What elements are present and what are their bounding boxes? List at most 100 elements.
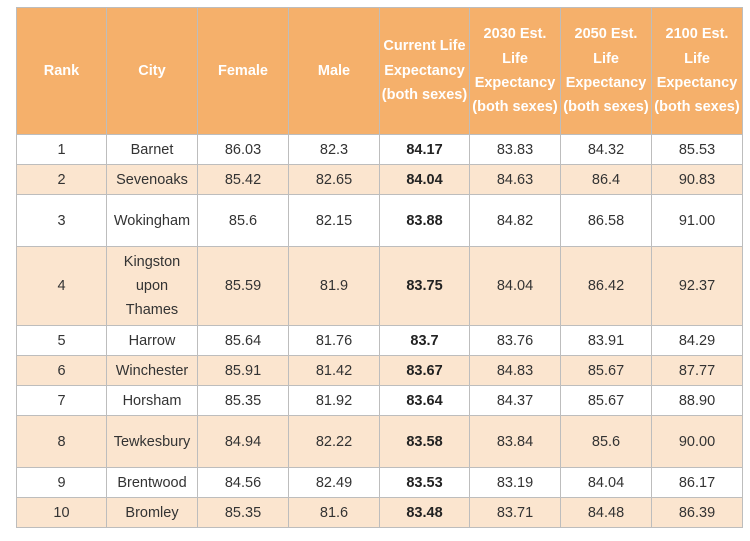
- cell-2030: 84.37: [469, 385, 561, 416]
- column-header-2100: 2100 Est. Life Expectancy (both sexes): [651, 7, 743, 135]
- cell-male: 82.65: [288, 164, 380, 195]
- cell-male: 82.49: [288, 467, 380, 498]
- cell-male: 82.3: [288, 134, 380, 165]
- cell-male: 81.76: [288, 325, 380, 356]
- cell-2030: 84.83: [469, 355, 561, 386]
- cell-2050: 84.04: [560, 467, 652, 498]
- cell-male: 81.92: [288, 385, 380, 416]
- cell-2100: 90.83: [651, 164, 743, 195]
- table-row: 5 Harrow 85.64 81.76 83.7 83.76 83.91 84…: [16, 325, 743, 356]
- cell-rank: 6: [16, 355, 107, 386]
- table-row: 6 Winchester 85.91 81.42 83.67 84.83 85.…: [16, 355, 743, 386]
- column-header-current: Current Life Expectancy (both sexes): [379, 7, 470, 135]
- column-header-female: Female: [197, 7, 289, 135]
- cell-female: 85.91: [197, 355, 289, 386]
- cell-2100: 85.53: [651, 134, 743, 165]
- cell-2030: 84.04: [469, 246, 561, 326]
- cell-current: 83.48: [379, 497, 470, 528]
- cell-2050: 86.42: [560, 246, 652, 326]
- cell-2100: 90.00: [651, 415, 743, 468]
- cell-male: 81.42: [288, 355, 380, 386]
- life-expectancy-table: Rank City Female Male Current Life Expec…: [16, 7, 743, 528]
- cell-rank: 3: [16, 194, 107, 247]
- cell-city: Brentwood: [106, 467, 198, 498]
- cell-current: 83.88: [379, 194, 470, 247]
- cell-2100: 86.17: [651, 467, 743, 498]
- cell-2050: 86.4: [560, 164, 652, 195]
- cell-female: 84.56: [197, 467, 289, 498]
- cell-male: 82.22: [288, 415, 380, 468]
- cell-current: 83.67: [379, 355, 470, 386]
- cell-2030: 83.84: [469, 415, 561, 468]
- cell-current: 84.04: [379, 164, 470, 195]
- table-row: 3 Wokingham 85.6 82.15 83.88 84.82 86.58…: [16, 194, 743, 247]
- cell-rank: 7: [16, 385, 107, 416]
- cell-rank: 8: [16, 415, 107, 468]
- header-row: Rank City Female Male Current Life Expec…: [16, 7, 743, 135]
- cell-current: 84.17: [379, 134, 470, 165]
- cell-2030: 83.71: [469, 497, 561, 528]
- table-row: 4 Kingston upon Thames 85.59 81.9 83.75 …: [16, 246, 743, 326]
- cell-2050: 85.6: [560, 415, 652, 468]
- cell-rank: 10: [16, 497, 107, 528]
- cell-rank: 9: [16, 467, 107, 498]
- cell-female: 84.94: [197, 415, 289, 468]
- cell-female: 85.35: [197, 497, 289, 528]
- cell-current: 83.64: [379, 385, 470, 416]
- cell-2030: 83.76: [469, 325, 561, 356]
- cell-city: Tewkesbury: [106, 415, 198, 468]
- cell-city: Bromley: [106, 497, 198, 528]
- cell-current: 83.58: [379, 415, 470, 468]
- table-row: 8 Tewkesbury 84.94 82.22 83.58 83.84 85.…: [16, 415, 743, 468]
- cell-city: Harrow: [106, 325, 198, 356]
- cell-2030: 83.19: [469, 467, 561, 498]
- cell-male: 81.9: [288, 246, 380, 326]
- cell-2100: 91.00: [651, 194, 743, 247]
- cell-2050: 83.91: [560, 325, 652, 356]
- cell-current: 83.75: [379, 246, 470, 326]
- cell-2100: 84.29: [651, 325, 743, 356]
- cell-2100: 88.90: [651, 385, 743, 416]
- table-row: 7 Horsham 85.35 81.92 83.64 84.37 85.67 …: [16, 385, 743, 416]
- cell-rank: 1: [16, 134, 107, 165]
- column-header-2050: 2050 Est. Life Expectancy (both sexes): [560, 7, 652, 135]
- column-header-2030: 2030 Est. Life Expectancy (both sexes): [469, 7, 561, 135]
- cell-2100: 87.77: [651, 355, 743, 386]
- column-header-rank: Rank: [16, 7, 107, 135]
- cell-2050: 84.32: [560, 134, 652, 165]
- cell-2100: 86.39: [651, 497, 743, 528]
- cell-female: 85.35: [197, 385, 289, 416]
- cell-city: Barnet: [106, 134, 198, 165]
- cell-female: 85.42: [197, 164, 289, 195]
- cell-female: 85.6: [197, 194, 289, 247]
- cell-male: 82.15: [288, 194, 380, 247]
- cell-current: 83.7: [379, 325, 470, 356]
- cell-2030: 84.63: [469, 164, 561, 195]
- column-header-male: Male: [288, 7, 380, 135]
- cell-city: Kingston upon Thames: [106, 246, 198, 326]
- cell-city: Wokingham: [106, 194, 198, 247]
- table-row: 2 Sevenoaks 85.42 82.65 84.04 84.63 86.4…: [16, 164, 743, 195]
- cell-2030: 84.82: [469, 194, 561, 247]
- cell-2050: 86.58: [560, 194, 652, 247]
- cell-rank: 4: [16, 246, 107, 326]
- column-header-city: City: [106, 7, 198, 135]
- cell-rank: 2: [16, 164, 107, 195]
- table-row: 10 Bromley 85.35 81.6 83.48 83.71 84.48 …: [16, 497, 743, 528]
- table-row: 1 Barnet 86.03 82.3 84.17 83.83 84.32 85…: [16, 134, 743, 165]
- cell-female: 86.03: [197, 134, 289, 165]
- cell-city: Sevenoaks: [106, 164, 198, 195]
- cell-rank: 5: [16, 325, 107, 356]
- cell-city: Winchester: [106, 355, 198, 386]
- cell-female: 85.59: [197, 246, 289, 326]
- table-row: 9 Brentwood 84.56 82.49 83.53 83.19 84.0…: [16, 467, 743, 498]
- cell-2100: 92.37: [651, 246, 743, 326]
- cell-male: 81.6: [288, 497, 380, 528]
- cell-2030: 83.83: [469, 134, 561, 165]
- cell-2050: 84.48: [560, 497, 652, 528]
- cell-2050: 85.67: [560, 385, 652, 416]
- cell-2050: 85.67: [560, 355, 652, 386]
- cell-female: 85.64: [197, 325, 289, 356]
- cell-city: Horsham: [106, 385, 198, 416]
- cell-current: 83.53: [379, 467, 470, 498]
